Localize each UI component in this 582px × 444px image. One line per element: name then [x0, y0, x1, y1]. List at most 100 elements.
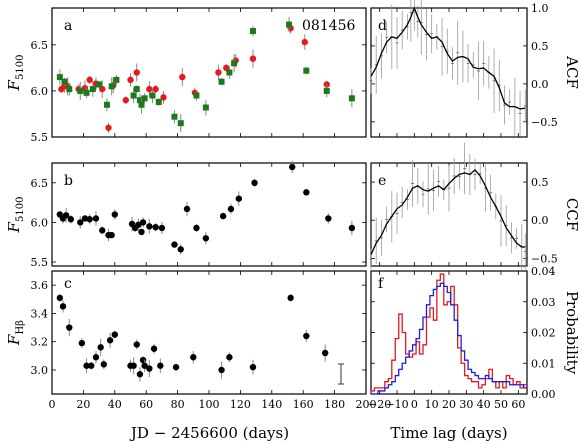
panel-a-data-point	[149, 92, 156, 99]
panel-a-data-point	[160, 94, 167, 101]
panel-b-data-point	[67, 216, 75, 223]
panel-a-ytick-label: 5.5	[31, 131, 49, 144]
panel-c-data-point	[100, 361, 108, 368]
panel-b-data-point	[303, 189, 310, 196]
panel-c-xtick-label: 0	[49, 398, 56, 411]
panel-b-data-point	[227, 205, 235, 213]
panel-a-data-point	[138, 101, 145, 108]
panel-f-xtick-label: 50	[494, 398, 508, 411]
panel-f-ytick-label: 0.02	[531, 327, 556, 340]
panel-f-xtick-label: 30	[459, 398, 473, 411]
panel-c-data-point	[130, 362, 137, 369]
panel-c: c	[64, 276, 72, 292]
panel-a-data-point	[136, 97, 143, 104]
panel-a-data-point	[56, 74, 63, 81]
panel-c-xtick-label: 200	[356, 398, 377, 411]
panel-b-data-point	[202, 235, 210, 242]
panel-f-ytick-label: 0.00	[531, 388, 556, 401]
panel-c-data-point	[146, 365, 153, 372]
panel-e-ytick-label: −0.5	[531, 252, 558, 265]
panel-a-data-point	[223, 64, 230, 72]
panel-f-ytick-label: 0.01	[531, 357, 556, 370]
panel-b-data-point	[108, 231, 115, 239]
panel-c-ytick-label: 3.2	[31, 336, 49, 349]
panel-f-xtick-label: −20	[368, 398, 391, 411]
panel-f-xtick-label: 40	[477, 398, 491, 411]
panel-b-data-point	[251, 179, 258, 187]
panel-a-y-axis-title: F5100	[5, 55, 26, 92]
panel-f-xtick-label: −10	[385, 398, 408, 411]
panel-a-data-point	[130, 92, 137, 99]
panel-b-data-point	[62, 212, 70, 219]
panel-a-data-point	[323, 87, 330, 94]
panel-c-data-point	[321, 349, 329, 357]
panel-f-ytick-label: 0.03	[531, 296, 556, 309]
panel-e: e	[378, 173, 386, 189]
panel-a-data-point	[141, 95, 148, 102]
right-x-axis-title: Time lag (days)	[390, 424, 507, 442]
panel-c-tag: c	[64, 276, 72, 292]
panel-a-ytick-label: 6.5	[31, 39, 49, 52]
panel-c-data-point	[133, 341, 140, 348]
panel-c-ytick-label: 3.6	[31, 279, 49, 292]
panel-c-data-point	[83, 362, 90, 369]
panel-b-frame	[51, 162, 367, 267]
panel-c-data-point	[111, 331, 119, 338]
panel-c-data-point	[226, 354, 233, 361]
panel-c-xtick-label: 60	[139, 398, 153, 411]
panel-f-xtick-label: 60	[511, 398, 525, 411]
panel-b-data-point	[158, 224, 166, 232]
panel-a-data-point	[89, 86, 96, 93]
panel-c-data-point	[106, 337, 114, 344]
panel-f-xtick-label: 20	[442, 398, 456, 411]
panel-a-data-point	[105, 124, 112, 131]
panel-b-ytick-label: 5.5	[31, 256, 49, 269]
panel-a-data-point	[152, 85, 159, 93]
panel-b-data-point	[171, 241, 178, 248]
panel-c-y-axis-title: FHβ	[5, 320, 26, 346]
panel-b-data-point	[289, 163, 296, 171]
panel-c-data-point	[78, 339, 86, 347]
panel-a-data-point	[179, 73, 186, 81]
panel-d-frame	[370, 7, 528, 138]
panel-a-data-point	[231, 60, 238, 67]
panel-d-line	[370, 6, 526, 110]
panel-c-xtick-label: 160	[293, 398, 314, 411]
panel-a-data-point	[113, 76, 120, 83]
panel-c-data-point	[190, 354, 197, 361]
panel-c-xtick-label: 20	[76, 398, 90, 411]
panel-c-data-point	[249, 363, 257, 371]
panel-a-data-point	[103, 101, 110, 108]
panel-c-xtick-label: 80	[171, 398, 185, 411]
panel-e-line	[370, 168, 526, 255]
panel-d-y-axis-title: ACF	[563, 55, 581, 89]
panel-b-data-point	[111, 211, 119, 218]
panel-b-data-point	[81, 215, 89, 222]
panel-b-data-point	[135, 221, 142, 228]
panel-e-ytick-label: 0.5	[531, 176, 549, 189]
panel-a-data-point	[301, 38, 308, 46]
panel-c-data-point	[136, 371, 144, 378]
panel-a-data-point	[61, 78, 68, 85]
panel-a-data-point	[171, 113, 178, 120]
panel-a-data-point	[99, 85, 106, 93]
panel-c-data-point	[303, 332, 310, 340]
panel-a-data-point	[286, 21, 293, 28]
panel-a-data-point	[96, 81, 103, 88]
panel-d-ytick-label: −0.5	[531, 116, 558, 129]
panel-a-data-point	[133, 86, 140, 93]
panel-a-data-point	[177, 120, 184, 127]
panel-a-data-point	[193, 92, 200, 99]
panel-a-data-point	[249, 28, 256, 35]
panel-c-ytick-label: 3.4	[31, 307, 49, 320]
panel-b-ytick-label: 6.5	[31, 177, 49, 190]
panel-a-data-point	[127, 76, 134, 84]
panel-b-data-point	[152, 223, 159, 231]
panel-a-data-point	[348, 95, 355, 102]
panel-b-data-point	[219, 212, 227, 220]
panel-a-data-point	[155, 98, 162, 105]
panel-b-data-point	[325, 215, 332, 222]
panel-a-ytick-label: 6.0	[31, 85, 49, 98]
panel-f-frame	[370, 270, 528, 395]
